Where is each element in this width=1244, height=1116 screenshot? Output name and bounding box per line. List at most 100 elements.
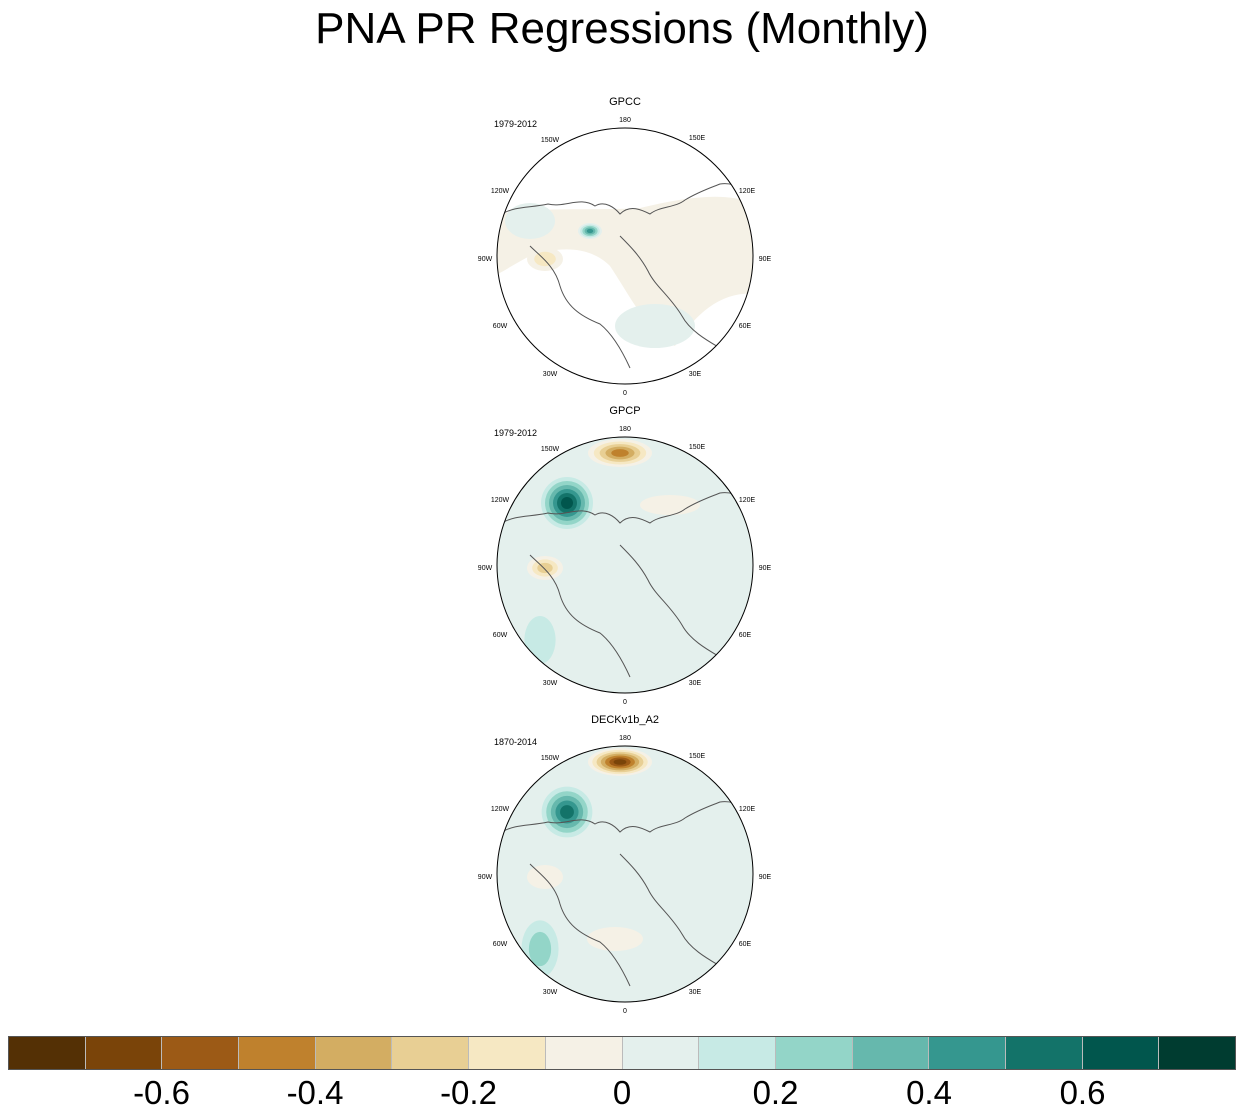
- longitude-label: 30W: [543, 989, 558, 996]
- longitude-label: 150W: [541, 755, 560, 762]
- longitude-label: 120W: [491, 497, 510, 504]
- longitude-label: 0: [623, 699, 627, 705]
- anomaly-alaska-coast: [586, 228, 594, 234]
- longitude-label: 90E: [759, 874, 772, 881]
- longitude-label: 60W: [493, 632, 508, 639]
- panel-gpcc: GPCC 1979-2012 180 150E 120E 90E 60E 30E 0 30W 6…: [470, 96, 780, 396]
- longitude-label: 30E: [689, 371, 702, 378]
- panel-period: 1870-2014: [494, 737, 538, 747]
- colorbar-segment: [162, 1037, 240, 1069]
- panel-title: GPCC: [609, 96, 641, 108]
- longitude-label: 180: [619, 735, 631, 742]
- longitude-label: 90W: [478, 256, 493, 263]
- longitude-label: 30E: [689, 989, 702, 996]
- longitude-label: 120E: [739, 806, 756, 813]
- colorbar-tick-label: 0.6: [1059, 1074, 1106, 1111]
- colorbar: [8, 1036, 1236, 1070]
- longitude-label: 90W: [478, 874, 493, 881]
- anomaly-subtropical-atlantic: [587, 927, 643, 951]
- colorbar-segment: [315, 1037, 393, 1069]
- longitude-label: 150W: [541, 446, 560, 453]
- map-border: [496, 745, 754, 1003]
- coastline: [501, 492, 753, 524]
- longitude-label: 120W: [491, 806, 510, 813]
- anomaly-central-north-pacific: [613, 759, 627, 765]
- anomaly-western-north-atlantic: [524, 616, 556, 664]
- anomaly-central-canada: [534, 251, 556, 267]
- longitude-label: 30W: [543, 680, 558, 687]
- colorbar-tick-label: -0.4: [286, 1074, 344, 1111]
- longitude-label: 90E: [759, 565, 772, 572]
- colorbar-segment: [469, 1037, 546, 1069]
- polar-map-gpcc: 180 150E 120E 90E 60E 30E 0 30W 60W 90W 120W 150W: [478, 117, 772, 396]
- colorbar-segment: [545, 1037, 623, 1069]
- colorbar-tick-label: -0.2: [440, 1074, 497, 1111]
- colorbar-segment: [239, 1037, 316, 1069]
- colorbar-segment: [392, 1037, 470, 1069]
- longitude-label: 120E: [739, 188, 756, 195]
- polar-map-gpcp: 180 150E 120E 90E 60E 30E 0 30W 60W 90W 120W 150W: [478, 426, 772, 705]
- coastline: [501, 801, 753, 833]
- longitude-label: 30E: [689, 680, 702, 687]
- coastline: [529, 863, 631, 987]
- anomaly-central-canada: [527, 865, 563, 889]
- anomaly-central-north-pacific: [611, 449, 629, 457]
- colorbar-segment: [1159, 1037, 1235, 1069]
- colorbar-segment: [699, 1037, 776, 1069]
- longitude-label: 150W: [541, 137, 560, 144]
- polar-map-deck: 180 150E 120E 90E 60E 30E 0 30W 60W 90W 120W 150W: [478, 735, 772, 1014]
- longitude-label: 60W: [493, 941, 508, 948]
- colorbar-tick-label: -0.6: [133, 1074, 190, 1111]
- map-border: [496, 436, 754, 694]
- colorbar-tick-label: 0.2: [752, 1074, 799, 1111]
- longitude-label: 30W: [543, 371, 558, 378]
- colorbar-segment: [9, 1037, 86, 1069]
- coastline: [501, 183, 753, 215]
- panel-period: 1979-2012: [494, 428, 538, 438]
- longitude-label: 90W: [478, 565, 493, 572]
- colorbar-labels: -0.6 -0.4 -0.2 0 0.2 0.4 0.6: [8, 1074, 1236, 1114]
- colorbar-segment: [1005, 1037, 1083, 1069]
- longitude-label: 60E: [739, 632, 752, 639]
- coastline: [529, 554, 631, 678]
- longitude-label: 60W: [493, 323, 508, 330]
- coastline: [619, 235, 721, 349]
- longitude-label: 90E: [759, 256, 772, 263]
- colorbar-segment: [1082, 1037, 1160, 1069]
- colorbar-segment: [775, 1037, 853, 1069]
- longitude-label: 60E: [739, 323, 752, 330]
- longitude-label: 150E: [689, 135, 706, 142]
- anomaly-western-north-atlantic: [528, 931, 552, 967]
- longitude-label: 120E: [739, 497, 756, 504]
- longitude-label: 150E: [689, 444, 706, 451]
- panel-deck: DECKv1b_A2 1870-2014 180 150E 120E 90E 60E 30…: [470, 714, 780, 1014]
- anomaly-east-siberia: [667, 207, 723, 235]
- panel-title: DECKv1b_A2: [591, 714, 659, 726]
- coastline: [619, 853, 721, 967]
- colorbar-segment: [852, 1037, 930, 1069]
- anomaly-europe: [615, 304, 695, 348]
- colorbar-tick-label: 0.4: [906, 1074, 952, 1111]
- longitude-label: 0: [623, 1008, 627, 1014]
- map-border: [496, 127, 754, 385]
- coastline: [619, 544, 721, 658]
- panel-gpcp: GPCP 1979-2012 180 150E 120E 90E 60E 30E 0 30W 6…: [470, 405, 780, 705]
- colorbar-segment: [622, 1037, 700, 1069]
- anomaly-western-canada: [505, 203, 555, 239]
- anomaly-bering-sea: [640, 495, 700, 515]
- colorbar-tick-label: 0: [612, 1074, 632, 1111]
- longitude-label: 60E: [739, 941, 752, 948]
- longitude-label: 180: [619, 117, 631, 124]
- longitude-label: 0: [623, 390, 627, 396]
- panel-period: 1979-2012: [494, 119, 538, 129]
- anomaly-gulf-of-alaska: [560, 805, 574, 819]
- longitude-label: 180: [619, 426, 631, 433]
- colorbar-segment: [85, 1037, 163, 1069]
- figure-title: PNA PR Regressions (Monthly): [315, 4, 929, 53]
- longitude-label: 150E: [689, 753, 706, 760]
- colorbar-segment: [929, 1037, 1006, 1069]
- panel-title: GPCP: [609, 405, 641, 417]
- anomaly-gulf-of-alaska: [561, 497, 573, 509]
- coastline: [529, 245, 631, 369]
- longitude-label: 120W: [491, 188, 510, 195]
